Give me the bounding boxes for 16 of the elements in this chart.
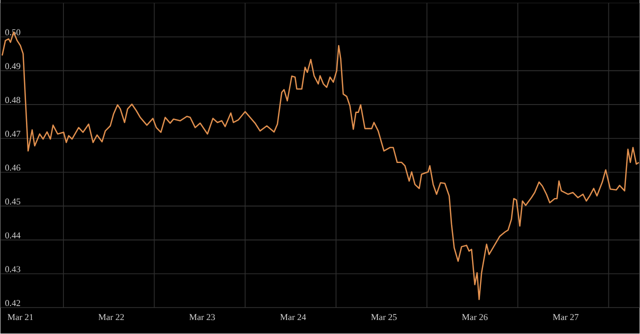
x-tick-label: Mar 27 xyxy=(552,314,578,320)
y-tick-label: 0.44 xyxy=(5,232,20,239)
y-tick-label: 0.49 xyxy=(5,63,20,70)
x-tick-label: Mar 22 xyxy=(98,314,124,320)
x-tick-label: Mar 25 xyxy=(371,314,397,320)
y-tick-label: 0.47 xyxy=(5,130,20,138)
y-tick-label: 0.46 xyxy=(5,164,20,171)
y-tick-label: 0.50 xyxy=(5,29,20,36)
y-tick-label: 0.43 xyxy=(5,266,20,272)
y-tick-label: 0.42 xyxy=(5,300,20,306)
y-tick-label: 0.45 xyxy=(5,198,20,205)
x-tick-label: Mar 24 xyxy=(280,314,306,320)
x-tick-label: Mar 21 xyxy=(8,314,33,320)
y-tick-label: 0.48 xyxy=(5,97,20,104)
x-tick-label: Mar 23 xyxy=(189,314,215,320)
x-tick-label: Mar 26 xyxy=(462,314,488,320)
